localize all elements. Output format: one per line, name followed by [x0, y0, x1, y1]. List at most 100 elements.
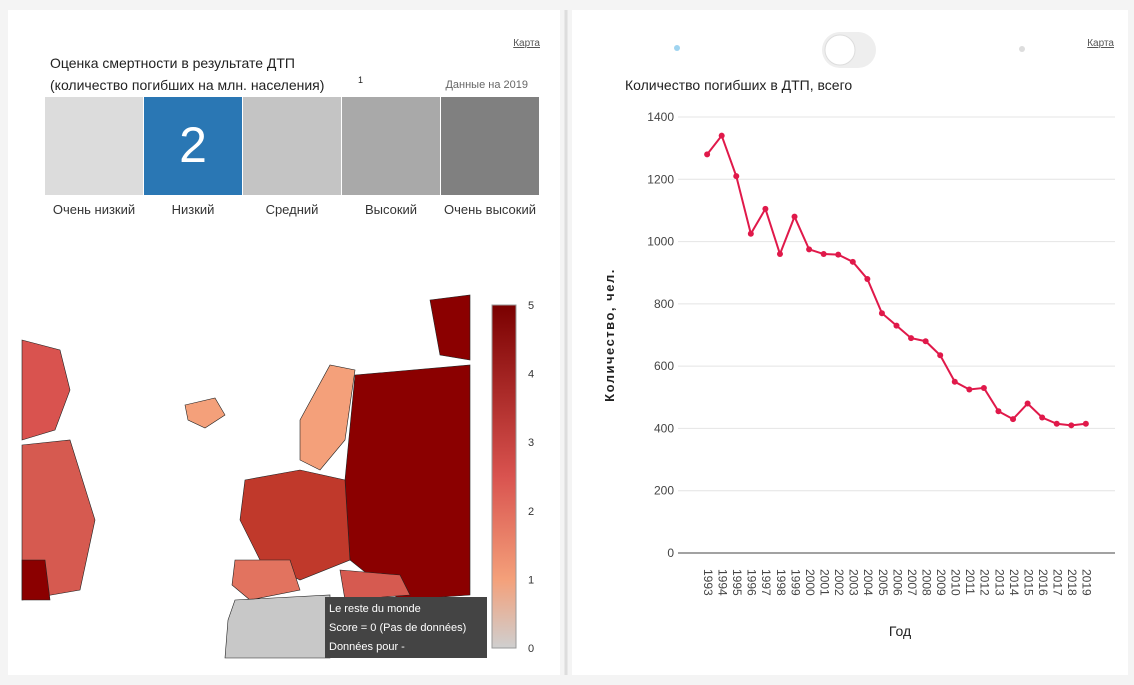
toggle-knob[interactable] — [824, 34, 856, 66]
y-tick-label: 600 — [654, 359, 674, 373]
colorbar-tick-label: 2 — [528, 506, 534, 518]
point — [762, 205, 769, 212]
x-tick-label: 2017 — [1051, 569, 1065, 596]
x-tick-label: 2016 — [1036, 569, 1050, 596]
x-tick-label: 2005 — [876, 569, 890, 596]
point — [849, 258, 856, 265]
tooltip-text: Le reste du monde Score = 0 (Pas de donné… — [329, 603, 466, 653]
x-tick-label: 2008 — [919, 569, 933, 596]
point — [980, 384, 987, 391]
region — [231, 559, 301, 601]
level-label: Низкий — [172, 202, 215, 217]
x-tick-label: 2006 — [890, 569, 904, 596]
map — [21, 294, 471, 659]
point — [704, 151, 711, 158]
x-tick-label: 1994 — [716, 569, 730, 596]
dot — [1019, 46, 1025, 52]
colorbar-tick-label: 3 — [528, 437, 534, 449]
y-tick-label: 1400 — [647, 110, 674, 124]
y-tick-label: 800 — [654, 297, 674, 311]
x-axis-label: Год — [889, 623, 911, 639]
subtitle: (количество погибших на млн. населения) — [50, 77, 324, 93]
region — [429, 294, 471, 361]
level-box — [243, 97, 341, 195]
y-tick-label: 200 — [654, 484, 674, 498]
levels: Очень низкий Низкий 2 Средний Высокий Очень в… — [45, 97, 539, 217]
point — [1068, 422, 1075, 429]
y-tick-label: 1200 — [647, 172, 674, 186]
colorbar-ticks: 0 1 2 3 4 5 — [528, 300, 534, 655]
x-tick-label: 2001 — [817, 569, 831, 596]
x-tick-label: 2002 — [832, 569, 846, 596]
region — [344, 364, 471, 601]
region — [21, 559, 51, 601]
region — [224, 594, 331, 659]
level-box — [144, 97, 242, 195]
x-tick-label: 1996 — [745, 569, 759, 596]
point — [908, 335, 915, 342]
y-tick-label: 0 — [667, 546, 674, 560]
point — [718, 132, 725, 139]
x-tick-label: 2003 — [847, 569, 861, 596]
point — [835, 251, 842, 258]
data-year: Данные на 2019 — [445, 79, 528, 91]
dot — [674, 45, 680, 51]
x-tick-label: 1998 — [774, 569, 788, 596]
point — [864, 275, 871, 282]
x-tick-label: 2009 — [934, 569, 948, 596]
region — [239, 469, 351, 581]
x-tick-label: 2018 — [1065, 569, 1079, 596]
tooltip-line: Données pour - — [329, 641, 405, 653]
x-tick-label: 2014 — [1007, 569, 1021, 596]
colorbar-tick-label: 0 — [528, 643, 534, 655]
level-label: Средний — [266, 202, 319, 217]
point — [747, 230, 754, 237]
level-box — [45, 97, 143, 195]
level-box — [342, 97, 440, 195]
level-label: Высокий — [365, 202, 417, 217]
point — [1039, 414, 1046, 421]
x-tick-label: 1993 — [701, 569, 715, 596]
tooltip-line: Score = 0 (Pas de données) — [329, 622, 466, 634]
point — [951, 378, 958, 385]
title: Оценка смертности в результате ДТП — [50, 55, 295, 71]
right-card — [572, 10, 1128, 675]
x-tick-label: 2013 — [992, 569, 1006, 596]
x-tick-label: 2007 — [905, 569, 919, 596]
region — [299, 364, 356, 471]
colorbar-tick-label: 1 — [528, 574, 534, 586]
chart-title: Количество погибших в ДТП, всего — [625, 77, 852, 93]
level-box — [441, 97, 539, 195]
x-tick-label: 2019 — [1080, 569, 1094, 596]
x-tick-label: 1995 — [730, 569, 744, 596]
y-tick-label: 1000 — [647, 235, 674, 249]
point — [776, 251, 783, 258]
x-tick-label: 1999 — [788, 569, 802, 596]
point — [878, 310, 885, 317]
x-tick-label: 1997 — [759, 569, 773, 596]
footnote: 1 — [358, 75, 363, 85]
point — [1024, 400, 1031, 407]
map-link[interactable]: Карта — [1087, 38, 1114, 49]
map-link[interactable]: Карта — [513, 38, 540, 49]
point — [1053, 420, 1060, 427]
point — [1010, 416, 1017, 423]
tooltip — [325, 597, 487, 658]
x-tick-label: 2000 — [803, 569, 817, 596]
colorbar — [491, 304, 517, 649]
point — [966, 386, 973, 393]
region — [21, 339, 71, 441]
point — [995, 408, 1002, 415]
level-label: Очень высокий — [444, 202, 536, 217]
score: 2 — [179, 117, 207, 173]
tooltip-line: Le reste du monde — [329, 603, 421, 615]
x-tick-label: 2012 — [978, 569, 992, 596]
point — [937, 352, 944, 359]
y-axis-label: Количество, чел. — [602, 268, 617, 402]
colorbar-tick-label: 4 — [528, 369, 534, 381]
point — [733, 173, 740, 180]
point — [820, 251, 827, 258]
